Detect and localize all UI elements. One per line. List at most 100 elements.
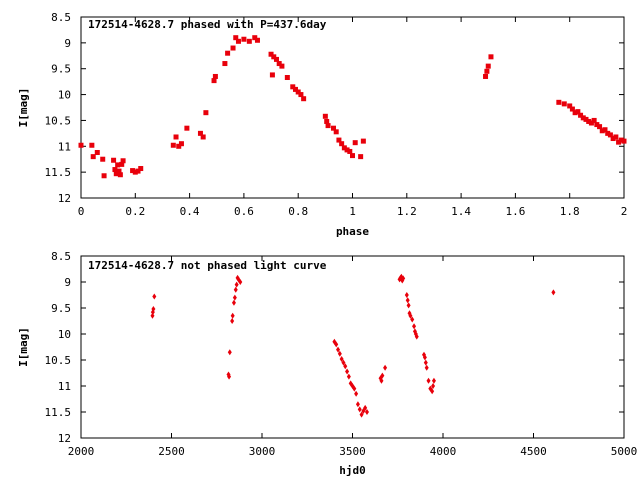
y-tick-label: 10.5: [45, 114, 72, 127]
data-point: [485, 63, 491, 69]
x-tick-label: 0.4: [180, 205, 200, 218]
data-point: [90, 154, 96, 160]
data-point: [358, 154, 364, 160]
data-point: [424, 364, 429, 371]
data-point: [341, 145, 347, 151]
data-point: [173, 134, 179, 140]
data-point: [347, 148, 353, 154]
data-point: [412, 323, 417, 330]
x-tick-label: 0.8: [288, 205, 308, 218]
data-point: [599, 128, 605, 134]
data-point: [613, 134, 619, 140]
data-point: [551, 289, 556, 296]
data-point: [292, 86, 298, 92]
data-point: [354, 390, 359, 397]
data-point: [345, 368, 350, 375]
chart-title: 172514-4628.7 phased with P=437.6day: [88, 18, 327, 31]
data-point: [230, 45, 236, 51]
data-point: [238, 279, 243, 285]
data-point: [422, 354, 427, 361]
data-point: [410, 316, 415, 323]
data-point: [101, 173, 107, 179]
data-point: [414, 333, 419, 340]
data-point: [254, 37, 260, 43]
y-tick-label: 10: [58, 89, 71, 102]
data-point: [246, 38, 252, 44]
y-axis-label: I[mag]: [17, 327, 30, 367]
data-point: [352, 140, 358, 146]
data-point: [295, 89, 301, 95]
unphased-chart: 2000 2500 3000 3500 4000 4500 5000 8.5 9 9.5 10 10.…: [17, 250, 637, 477]
data-point: [621, 138, 627, 144]
data-point: [380, 372, 385, 379]
data-point: [322, 113, 328, 119]
data-point: [575, 109, 581, 115]
data-point: [211, 78, 217, 84]
data-point: [94, 149, 100, 155]
data-point: [484, 68, 490, 74]
plot-frame: [80, 255, 625, 439]
data-point: [268, 51, 274, 57]
data-point: [279, 63, 285, 69]
data-point: [227, 373, 232, 380]
data-point: [225, 50, 231, 56]
data-point: [594, 122, 600, 128]
data-point: [231, 299, 236, 306]
data-point: [119, 161, 125, 167]
data-point: [170, 142, 176, 148]
y-tick-label: 11: [58, 380, 71, 393]
data-point: [284, 75, 290, 81]
data-point: [339, 141, 345, 147]
data-point: [200, 134, 206, 140]
x-tick-label: 4000: [430, 445, 457, 458]
data-point: [578, 112, 584, 118]
data-point: [431, 377, 436, 384]
data-point: [406, 302, 411, 309]
data-point: [135, 168, 141, 174]
data-point: [602, 127, 608, 133]
data-point: [343, 363, 348, 370]
x-axis-label: phase: [336, 225, 369, 238]
x-tick-label: 1.2: [397, 205, 417, 218]
data-point: [401, 275, 406, 282]
data-point: [113, 171, 119, 177]
data-point: [337, 350, 342, 357]
data-point: [178, 141, 184, 147]
x-tick-label: 4500: [520, 445, 547, 458]
x-tick-label: 1.6: [505, 205, 525, 218]
data-point: [616, 139, 622, 145]
y-tick-label: 8.5: [51, 11, 71, 24]
data-point: [408, 312, 413, 319]
data-point: [227, 349, 232, 356]
data-point: [115, 162, 121, 168]
data-point: [230, 312, 235, 319]
data-point: [488, 54, 494, 60]
data-point: [152, 293, 157, 300]
data-point: [197, 130, 203, 136]
x-tick-label: 1: [349, 205, 356, 218]
y-tick-label: 12: [58, 192, 71, 205]
data-point: [132, 169, 138, 175]
data-point: [276, 61, 282, 67]
y-tick-label: 9: [64, 37, 71, 50]
data-point: [426, 377, 431, 384]
data-point: [222, 61, 228, 67]
data-point: [269, 72, 275, 78]
data-point: [252, 35, 258, 41]
data-point: [298, 92, 304, 98]
data-point: [364, 409, 369, 415]
x-tick-label: 3000: [249, 445, 276, 458]
data-point: [324, 118, 330, 124]
data-point: [339, 355, 344, 362]
data-point: [112, 167, 118, 173]
data-point: [334, 341, 339, 348]
data-point: [151, 306, 156, 313]
data-point: [230, 318, 235, 324]
y-tick-label: 8.5: [51, 250, 71, 263]
data-point: [431, 383, 436, 389]
data-point: [355, 401, 360, 408]
phased-chart: 0 0.2 0.4 0.6 0.8 1 1.2 1.4 1.6 1.8 2 8.5 9 9.5 10 10.5…: [17, 11, 627, 238]
data-point: [556, 99, 562, 105]
data-point: [333, 129, 339, 135]
